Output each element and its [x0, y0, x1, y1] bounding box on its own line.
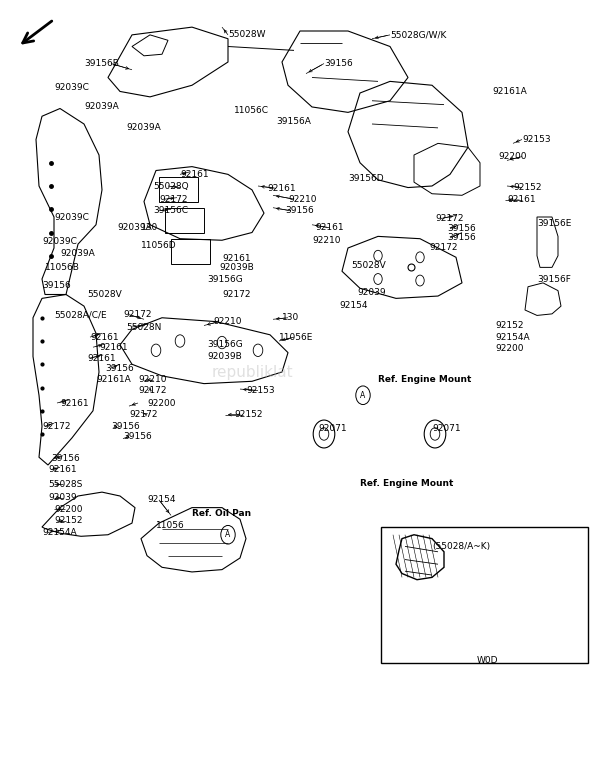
Text: 92210: 92210 — [288, 195, 317, 204]
Text: 39156G: 39156G — [207, 340, 243, 350]
Text: 55028A/C/E: 55028A/C/E — [54, 310, 107, 319]
Text: 92161: 92161 — [60, 398, 89, 408]
Text: 92154A: 92154A — [495, 332, 530, 342]
Text: 92154A: 92154A — [42, 528, 77, 537]
Text: 92172: 92172 — [159, 195, 187, 204]
Text: 92161: 92161 — [507, 195, 536, 205]
Text: 92210: 92210 — [312, 236, 341, 245]
Text: 92152: 92152 — [495, 321, 523, 330]
Text: 92172: 92172 — [435, 214, 464, 223]
Text: 92039A: 92039A — [84, 102, 119, 111]
Text: 55028Q: 55028Q — [153, 181, 188, 191]
Text: 55028V: 55028V — [351, 260, 386, 270]
Text: 55028V: 55028V — [87, 290, 122, 299]
Text: 39156: 39156 — [42, 281, 71, 290]
Text: 39156C: 39156C — [153, 206, 188, 215]
Text: 39156D: 39156D — [348, 174, 383, 183]
Text: (55028/A~K): (55028/A~K) — [432, 542, 490, 551]
Text: 39156G: 39156G — [207, 274, 243, 284]
Text: 92152: 92152 — [234, 410, 263, 419]
Text: 92039C: 92039C — [54, 83, 89, 92]
Text: 11056D: 11056D — [141, 241, 176, 250]
Text: 39156B: 39156B — [84, 59, 119, 68]
Text: 39156: 39156 — [51, 454, 80, 463]
Text: 92161: 92161 — [315, 223, 344, 232]
Text: Ref. Engine Mount: Ref. Engine Mount — [360, 479, 454, 488]
Text: 92161: 92161 — [180, 170, 209, 179]
Text: 55028S: 55028S — [48, 480, 82, 489]
Text: W0D: W0D — [477, 656, 499, 665]
Text: 92039C: 92039C — [42, 237, 77, 246]
Text: A: A — [226, 530, 230, 539]
Text: 39156: 39156 — [123, 432, 152, 441]
Text: 39156: 39156 — [105, 363, 134, 373]
Text: 92210: 92210 — [138, 375, 167, 384]
Text: 92172: 92172 — [129, 410, 157, 419]
Text: 92039A: 92039A — [60, 249, 95, 258]
Text: 92039A: 92039A — [117, 223, 152, 232]
Text: 92039B: 92039B — [207, 352, 242, 361]
Text: 92172: 92172 — [42, 422, 71, 431]
Text: 39156: 39156 — [447, 233, 476, 243]
Text: 92161: 92161 — [222, 253, 251, 263]
Text: 39156: 39156 — [285, 206, 314, 215]
Text: 39156: 39156 — [111, 422, 140, 431]
Text: 92161: 92161 — [90, 332, 119, 342]
Text: Ref. Engine Mount: Ref. Engine Mount — [378, 375, 472, 384]
Text: 92200: 92200 — [54, 505, 83, 514]
Text: 92200: 92200 — [495, 344, 523, 353]
Text: 39156E: 39156E — [537, 219, 571, 228]
Text: 39156: 39156 — [324, 59, 353, 68]
Text: 55028N: 55028N — [126, 322, 161, 332]
Text: 130: 130 — [282, 313, 299, 322]
Text: 92039A: 92039A — [126, 123, 161, 133]
Text: 92153: 92153 — [246, 386, 275, 395]
Text: 11056B: 11056B — [45, 263, 80, 272]
Text: 92172: 92172 — [429, 243, 458, 253]
Text: 11056C: 11056C — [234, 105, 269, 115]
Text: 55028G/W/K: 55028G/W/K — [390, 30, 446, 40]
Text: 92161A: 92161A — [96, 375, 131, 384]
Text: republiklat: republiklat — [211, 364, 293, 380]
Text: 92172: 92172 — [222, 290, 251, 299]
Text: 92210: 92210 — [213, 317, 241, 326]
Bar — [381, 527, 588, 663]
Text: 92200: 92200 — [498, 152, 527, 161]
Text: 92039: 92039 — [357, 288, 386, 298]
Text: 92172: 92172 — [138, 386, 167, 395]
Text: 92071: 92071 — [318, 424, 347, 433]
Text: 92152: 92152 — [513, 183, 542, 192]
Text: 92039C: 92039C — [54, 212, 89, 222]
Text: 92154: 92154 — [339, 301, 367, 310]
Text: 92039B: 92039B — [219, 263, 254, 272]
Text: 11056E: 11056E — [279, 332, 313, 342]
Text: 92153: 92153 — [522, 135, 551, 144]
Text: 92161: 92161 — [99, 343, 128, 352]
Text: 39156: 39156 — [447, 224, 476, 233]
Text: 92200: 92200 — [147, 398, 176, 408]
Text: 11056: 11056 — [156, 521, 185, 530]
Text: 55028W: 55028W — [228, 30, 265, 40]
Text: 92161A: 92161A — [492, 87, 527, 96]
Text: 92161: 92161 — [48, 465, 77, 474]
Text: 92161: 92161 — [267, 184, 296, 193]
Text: 92152: 92152 — [54, 516, 83, 525]
Text: Ref. Oil Pan: Ref. Oil Pan — [192, 509, 251, 518]
Text: 39156A: 39156A — [276, 117, 311, 126]
Text: 92071: 92071 — [432, 424, 461, 433]
Text: 92039: 92039 — [48, 493, 77, 502]
Text: 130: 130 — [141, 223, 158, 232]
Text: 92154: 92154 — [147, 495, 176, 505]
Text: 39156F: 39156F — [537, 274, 571, 284]
Text: A: A — [361, 391, 365, 400]
Text: 92172: 92172 — [123, 310, 151, 319]
Text: 92161: 92161 — [87, 353, 116, 363]
